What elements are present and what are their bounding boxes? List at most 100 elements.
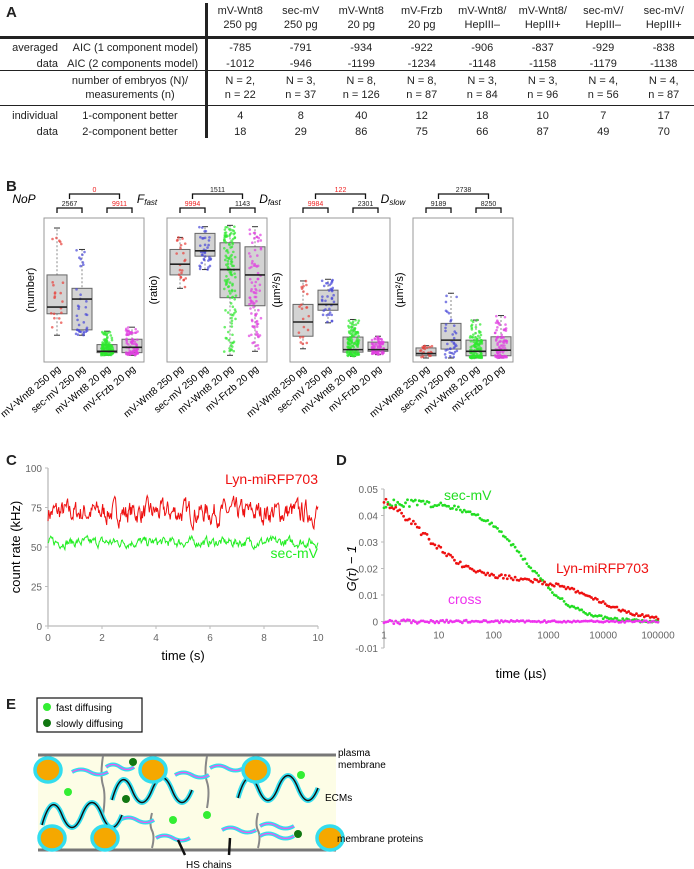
data-point xyxy=(472,340,475,343)
data-point xyxy=(356,321,360,325)
data-point-lyn xyxy=(543,580,546,584)
data-point xyxy=(256,343,260,347)
data-point xyxy=(379,345,382,348)
label-hs-chains: HS chains xyxy=(186,860,232,869)
table-cell: 40 xyxy=(355,110,368,122)
data-point xyxy=(179,246,182,250)
data-point xyxy=(448,347,452,351)
data-point-sec-mv xyxy=(601,617,605,621)
data-point xyxy=(452,355,456,359)
data-point xyxy=(256,322,260,326)
data-point xyxy=(223,246,226,250)
data-point xyxy=(208,236,211,239)
significance-bracket xyxy=(229,207,256,213)
data-point xyxy=(306,328,310,332)
series-label: Lyn-miRFP703 xyxy=(556,560,649,576)
column-header: sec-mV/ xyxy=(643,5,684,17)
data-point-lyn xyxy=(458,560,462,564)
data-point-sec-mv xyxy=(478,516,482,520)
data-point-lyn xyxy=(488,574,492,577)
data-point xyxy=(480,338,483,342)
data-point xyxy=(222,350,226,353)
data-point xyxy=(423,347,427,351)
table-cell: -906 xyxy=(471,42,494,54)
data-point xyxy=(256,271,260,275)
data-point xyxy=(110,344,114,348)
data-point-lyn xyxy=(601,600,605,603)
data-point xyxy=(305,306,308,309)
data-point-lyn xyxy=(547,583,550,587)
core-protein xyxy=(100,755,106,816)
data-point-sec-mv xyxy=(486,519,490,522)
data-point-lyn xyxy=(548,582,552,586)
data-point xyxy=(305,283,308,287)
bracket-label: 8250 xyxy=(481,201,497,208)
data-point xyxy=(61,300,64,303)
data-point-lyn xyxy=(552,584,556,588)
data-point xyxy=(131,338,135,341)
data-point xyxy=(108,330,112,334)
data-point-lyn xyxy=(507,574,511,578)
data-point-cross xyxy=(413,620,417,624)
hs-chain-core xyxy=(119,816,155,824)
data-point-sec-mv xyxy=(615,617,619,620)
data-point xyxy=(82,330,85,334)
data-point xyxy=(75,328,79,332)
data-point xyxy=(299,341,303,344)
row-label: number of embryos (N)/ xyxy=(71,75,189,87)
data-point xyxy=(475,337,479,341)
data-point-lyn xyxy=(384,497,388,501)
data-point xyxy=(347,330,351,333)
data-point-cross xyxy=(570,620,574,624)
data-point xyxy=(229,302,233,305)
data-point xyxy=(59,321,63,324)
y-axis-label: G(τ) − 1 xyxy=(344,546,359,592)
data-point-sec-mv xyxy=(621,617,625,620)
data-point xyxy=(230,253,233,257)
data-point xyxy=(255,235,259,239)
table-cell: 18 xyxy=(234,126,247,138)
data-point xyxy=(52,312,56,316)
data-point-sec-mv xyxy=(400,503,404,507)
data-point xyxy=(380,337,383,341)
data-point xyxy=(250,287,253,291)
data-point-sec-mv xyxy=(511,543,515,546)
data-point xyxy=(228,233,232,236)
data-point-sec-mv xyxy=(437,503,441,507)
fast-particle xyxy=(297,771,305,779)
fast-particle xyxy=(169,816,177,824)
plot-title-main: NoP xyxy=(12,192,35,206)
data-point xyxy=(124,329,128,332)
data-point-sec-mv xyxy=(503,535,507,539)
data-point xyxy=(232,340,236,344)
data-point-lyn xyxy=(394,505,398,509)
data-point xyxy=(234,275,237,279)
data-point xyxy=(232,311,236,315)
table-cell: 18 xyxy=(476,110,489,122)
column-header: 250 pg xyxy=(283,19,318,31)
plot-title-sub: fast xyxy=(268,198,282,207)
data-point-lyn xyxy=(492,573,495,577)
data-point xyxy=(128,352,132,356)
data-point xyxy=(175,252,178,255)
data-point xyxy=(225,263,228,267)
data-point xyxy=(229,228,232,231)
data-point-sec-mv xyxy=(458,508,462,512)
data-point xyxy=(444,300,448,304)
data-point-cross xyxy=(419,619,423,623)
data-point xyxy=(321,313,325,317)
data-point xyxy=(198,267,202,271)
data-point xyxy=(252,237,256,240)
data-point xyxy=(444,323,448,326)
y-axis-label: (ratio) xyxy=(148,276,160,305)
data-point-sec-mv xyxy=(468,510,472,514)
data-point xyxy=(251,341,254,345)
data-point xyxy=(259,233,262,237)
data-point xyxy=(330,313,334,317)
data-point xyxy=(223,258,227,262)
data-point xyxy=(226,295,230,298)
data-point-lyn xyxy=(456,562,460,566)
data-point xyxy=(350,341,354,344)
table-cell: -838 xyxy=(652,42,675,54)
